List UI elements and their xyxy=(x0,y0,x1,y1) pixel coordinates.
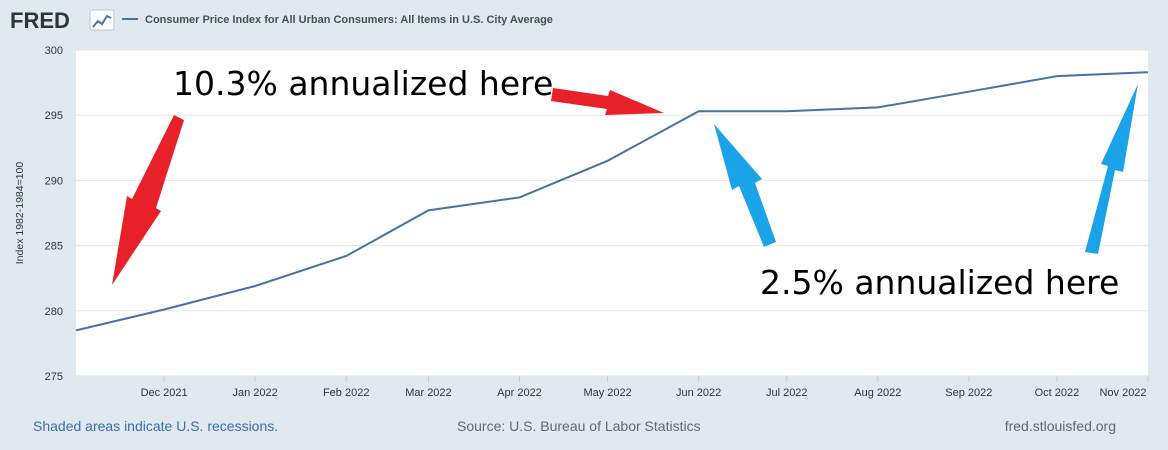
y-tick-label: 290 xyxy=(45,175,63,187)
annotation-blue-text: 2.5% annualized here xyxy=(760,263,1119,302)
data-point[interactable] xyxy=(966,89,972,95)
recessions-note[interactable]: Shaded areas indicate U.S. recessions. xyxy=(33,418,278,434)
data-point[interactable] xyxy=(161,306,167,312)
x-tick-label: Nov 2022 xyxy=(1099,387,1146,399)
data-point[interactable] xyxy=(875,104,881,110)
x-tick-label: Mar 2022 xyxy=(405,387,451,399)
legend-label: Consumer Price Index for All Urban Consu… xyxy=(145,14,553,26)
annotation-red-text: 10.3% annualized here xyxy=(173,64,553,103)
series-line-cpi xyxy=(75,71,1149,332)
y-axis-ticks: 275 280 285 290 295 300 xyxy=(45,45,63,383)
red-arrow-left xyxy=(112,115,184,285)
fred-logo[interactable]: FRED xyxy=(10,8,115,33)
series xyxy=(73,69,1151,333)
red-arrow-right xyxy=(551,88,664,115)
x-tick-label: Jul 2022 xyxy=(766,387,808,399)
data-point[interactable] xyxy=(1145,69,1151,75)
data-point[interactable] xyxy=(696,108,702,114)
x-tick-label: Feb 2022 xyxy=(323,387,369,399)
x-tick-label: Oct 2022 xyxy=(1035,387,1080,399)
data-point[interactable] xyxy=(1054,73,1060,79)
data-point[interactable] xyxy=(252,283,258,289)
annotation-red: 10.3% annualized here xyxy=(112,64,664,285)
data-point[interactable] xyxy=(343,253,349,259)
y-tick-label: 275 xyxy=(45,371,63,383)
x-axis-ticks: Dec 2021 Jan 2022 Feb 2022 Mar 2022 Apr 2022… xyxy=(141,376,1149,399)
annotation-blue: 2.5% annualized here xyxy=(714,84,1138,302)
site-url[interactable]: fred.stlouisfed.org xyxy=(1005,418,1116,434)
x-tick-label: Apr 2022 xyxy=(497,387,542,399)
data-point[interactable] xyxy=(516,194,522,200)
y-tick-label: 295 xyxy=(45,110,63,122)
x-tick-label: May 2022 xyxy=(583,387,631,399)
data-point[interactable] xyxy=(425,207,431,213)
gridlines xyxy=(76,49,1148,377)
blue-arrow-left xyxy=(714,124,776,247)
y-tick-label: 285 xyxy=(45,241,63,253)
data-point[interactable] xyxy=(784,108,790,114)
data-point[interactable] xyxy=(73,327,79,333)
y-tick-label: 280 xyxy=(45,306,63,318)
legend: Consumer Price Index for All Urban Consu… xyxy=(122,14,553,26)
logo-text: FRED xyxy=(10,8,70,33)
x-tick-label: Jan 2022 xyxy=(233,387,278,399)
y-tick-label: 300 xyxy=(45,45,63,57)
source-note: Source: U.S. Bureau of Labor Statistics xyxy=(457,418,701,434)
logo-chart-icon xyxy=(89,9,115,31)
y-axis-label: Index 1982-1984=100 xyxy=(14,162,26,265)
x-tick-label: Jun 2022 xyxy=(676,387,721,399)
x-tick-label: Aug 2022 xyxy=(854,387,901,399)
x-tick-label: Sep 2022 xyxy=(945,387,992,399)
data-point[interactable] xyxy=(605,158,611,164)
x-tick-label: Dec 2021 xyxy=(141,387,188,399)
blue-arrow-right xyxy=(1085,84,1138,254)
